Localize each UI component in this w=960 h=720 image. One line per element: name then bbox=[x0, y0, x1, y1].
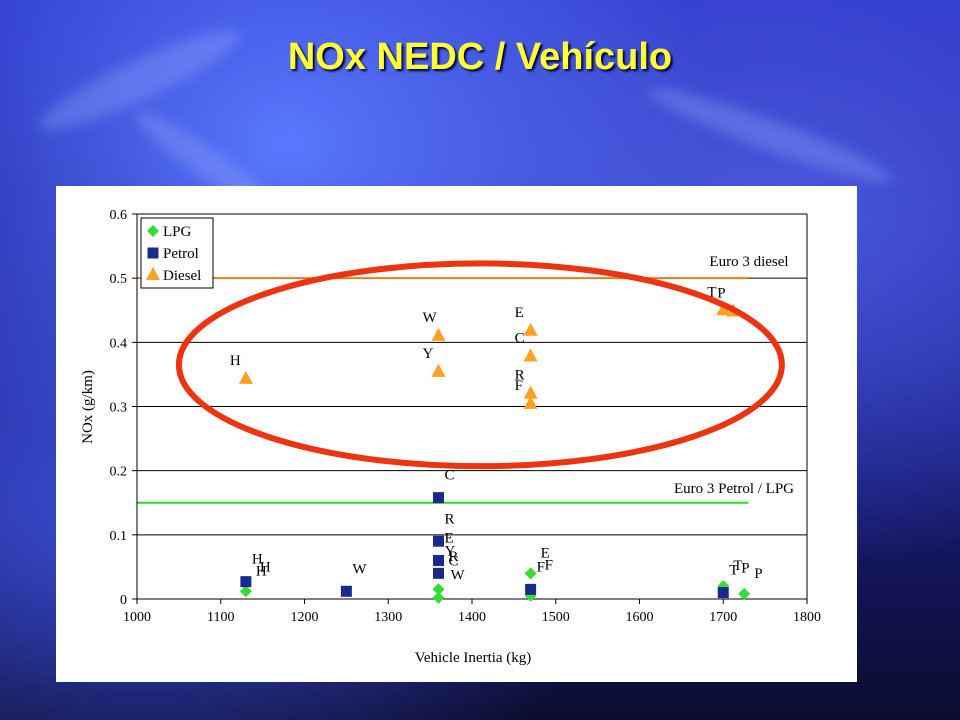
point-label: R bbox=[515, 368, 525, 384]
point-label: Y bbox=[445, 543, 456, 559]
petrol-marker bbox=[433, 492, 444, 504]
point-label: E bbox=[541, 545, 550, 561]
reference-line-label: Euro 3 Petrol / LPG bbox=[674, 481, 794, 497]
point-label: E bbox=[445, 531, 454, 547]
petrol-marker bbox=[717, 587, 729, 599]
point-label: T bbox=[729, 563, 738, 579]
axes: 0 0.1 0.2 0.3 0.4 0.5 0.6 1000 1100 1200 1300 1400 1… bbox=[110, 208, 822, 625]
point-label: R bbox=[445, 511, 455, 527]
petrol-marker bbox=[525, 583, 537, 595]
legend-marker bbox=[146, 267, 160, 280]
diesel-marker bbox=[431, 363, 446, 377]
point-label: H bbox=[260, 560, 271, 576]
x-tick-label: 1700 bbox=[709, 610, 737, 625]
point-label: P bbox=[741, 561, 749, 577]
diesel-marker bbox=[238, 370, 253, 384]
point-label: C bbox=[445, 468, 455, 484]
lpg-marker bbox=[239, 585, 252, 598]
point-label: C bbox=[449, 553, 459, 569]
petrol-marker bbox=[433, 535, 444, 547]
x-tick-label: 1500 bbox=[542, 610, 570, 625]
petrol-marker bbox=[340, 585, 352, 597]
nox-scatter-chart: Euro 3 diesel Euro 3 Petrol / LPG 0 0.1 0.2… bbox=[80, 208, 822, 666]
petrol-marker bbox=[240, 576, 252, 588]
diesel-marker bbox=[716, 302, 731, 316]
point-label: E bbox=[515, 305, 524, 321]
lpg-marker bbox=[432, 583, 445, 596]
point-label: C bbox=[515, 330, 525, 346]
reference-lines: Euro 3 diesel Euro 3 Petrol / LPG bbox=[137, 250, 809, 504]
y-tick-label: 0.5 bbox=[110, 272, 128, 287]
reference-label-box bbox=[659, 476, 809, 499]
point-label: H bbox=[252, 552, 263, 568]
point-label: P bbox=[717, 286, 725, 302]
y-tick-label: 0.3 bbox=[110, 401, 128, 416]
diesel-marker bbox=[523, 348, 538, 362]
point-label: T bbox=[707, 284, 716, 300]
legend: LPG Petrol Diesel bbox=[140, 217, 214, 289]
y-tick-label: 0 bbox=[120, 593, 127, 608]
lpg-marker bbox=[432, 591, 445, 604]
y-tick-label: 0.1 bbox=[110, 529, 128, 544]
y-tick-label: 0.4 bbox=[110, 336, 128, 351]
highlight-ellipse bbox=[175, 260, 785, 470]
point-label: F bbox=[515, 378, 523, 394]
annotations bbox=[175, 260, 785, 470]
x-tick-label: 1000 bbox=[123, 610, 151, 625]
lpg-marker bbox=[524, 589, 537, 602]
slide-title: NOx NEDC / Vehículo bbox=[287, 36, 673, 78]
legend-label: Diesel bbox=[163, 268, 201, 284]
petrol-marker bbox=[433, 555, 444, 566]
x-tick-label: 1600 bbox=[626, 610, 654, 625]
x-tick-label: 1200 bbox=[291, 610, 319, 625]
legend-marker bbox=[147, 247, 159, 259]
point-label: Y bbox=[423, 346, 434, 362]
x-tick-label: 1800 bbox=[793, 610, 821, 625]
legend-marker bbox=[147, 225, 159, 237]
point-label: R bbox=[449, 549, 459, 565]
y-tick-label: 0.6 bbox=[110, 208, 128, 223]
point-label: F bbox=[537, 559, 545, 575]
point-label: F bbox=[545, 557, 553, 573]
legend-label: Petrol bbox=[163, 246, 199, 262]
x-axis-label: Vehicle Inertia (kg) bbox=[415, 650, 532, 666]
x-tick-label: 1300 bbox=[374, 610, 402, 625]
diesel-marker bbox=[523, 395, 538, 409]
point-label: W bbox=[451, 567, 466, 583]
reference-line-label: Euro 3 diesel bbox=[709, 254, 788, 270]
lpg-marker bbox=[738, 587, 751, 600]
point-label: W bbox=[423, 310, 438, 326]
diesel-marker bbox=[431, 327, 446, 341]
x-tick-label: 1400 bbox=[458, 610, 486, 625]
point-label: H bbox=[230, 353, 241, 369]
point-label: P bbox=[754, 566, 762, 582]
reference-label-box bbox=[689, 250, 809, 273]
chart-panel: Euro 3 diesel Euro 3 Petrol / LPG 0 0.1 0.2… bbox=[56, 186, 857, 682]
point-label: H bbox=[256, 563, 267, 579]
petrol-marker bbox=[433, 567, 444, 579]
point-label: W bbox=[352, 561, 367, 577]
point-label: T bbox=[733, 558, 742, 574]
data-points bbox=[238, 302, 751, 604]
lpg-marker bbox=[524, 567, 537, 580]
x-tick-label: 1100 bbox=[207, 610, 234, 625]
diesel-marker bbox=[523, 322, 538, 336]
diesel-marker bbox=[523, 385, 538, 399]
legend-label: LPG bbox=[163, 224, 192, 240]
y-tick-label: 0.2 bbox=[110, 465, 128, 480]
y-axis-label: NOx (g/km) bbox=[80, 370, 96, 444]
